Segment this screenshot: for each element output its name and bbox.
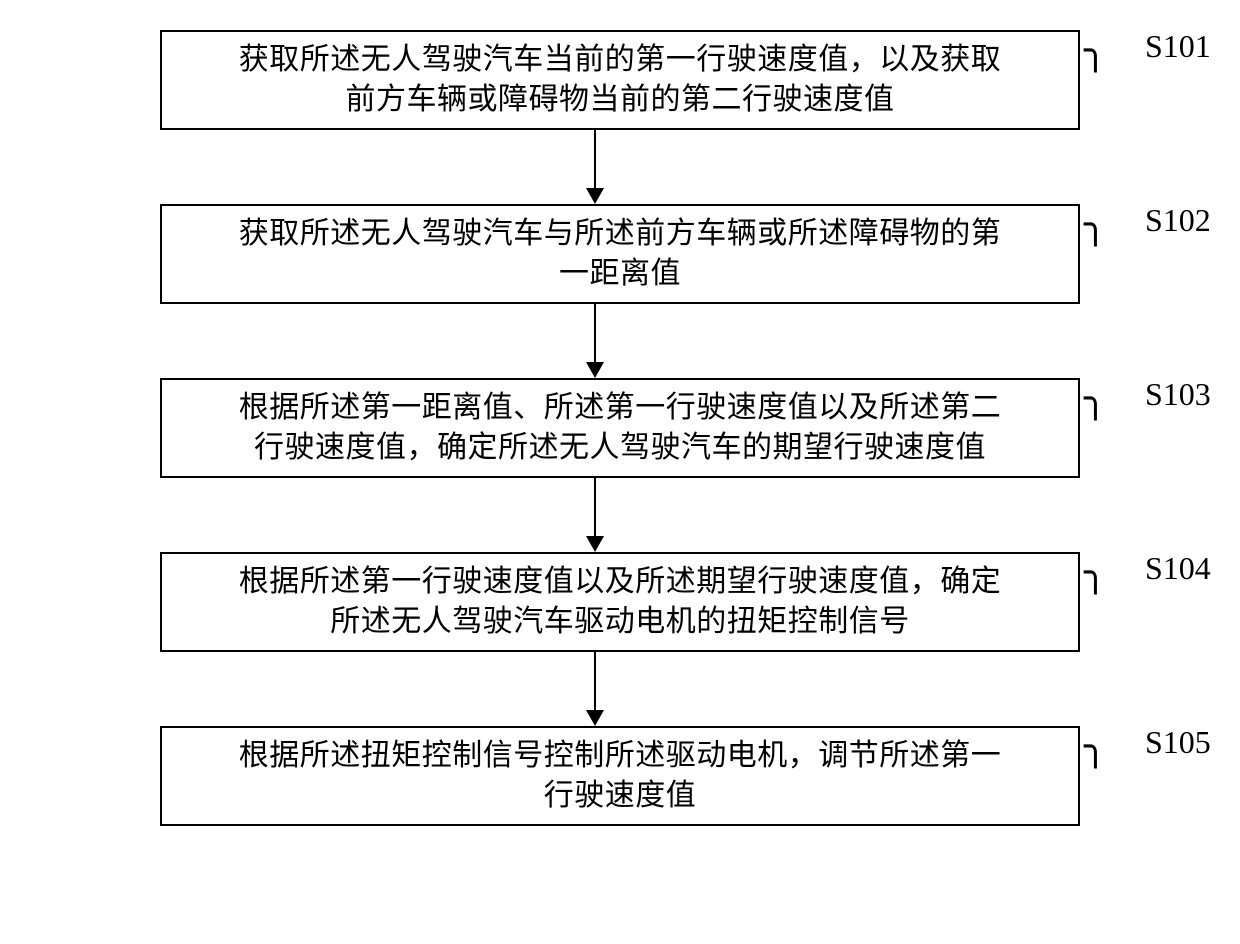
step-text: 根据所述第一距离值、所述第一行驶速度值以及所述第二 行驶速度值，确定所述无人驾驶… <box>239 388 1002 469</box>
arrow-down-icon <box>0 652 1240 726</box>
step-row: 根据所述扭矩控制信号控制所述驱动电机，调节所述第一 行驶速度值 ╮ S105 <box>0 726 1240 826</box>
step-box-s105: 根据所述扭矩控制信号控制所述驱动电机，调节所述第一 行驶速度值 <box>160 726 1080 826</box>
arrow-down-icon <box>0 304 1240 378</box>
step-label: S105 <box>1145 724 1211 761</box>
step-text: 根据所述扭矩控制信号控制所述驱动电机，调节所述第一 行驶速度值 <box>239 736 1002 817</box>
step-row: 获取所述无人驾驶汽车当前的第一行驶速度值，以及获取 前方车辆或障碍物当前的第二行… <box>0 30 1240 130</box>
step-label: S101 <box>1145 28 1211 65</box>
flowchart-canvas: 获取所述无人驾驶汽车当前的第一行驶速度值，以及获取 前方车辆或障碍物当前的第二行… <box>0 0 1240 944</box>
step-label: S102 <box>1145 202 1211 239</box>
connector-curve-icon: ╮ <box>1084 376 1107 421</box>
connector-curve-icon: ╮ <box>1084 724 1107 769</box>
arrow-down-icon <box>0 130 1240 204</box>
step-box-s102: 获取所述无人驾驶汽车与所述前方车辆或所述障碍物的第 一距离值 <box>160 204 1080 304</box>
step-row: 获取所述无人驾驶汽车与所述前方车辆或所述障碍物的第 一距离值 ╮ S102 <box>0 204 1240 304</box>
connector-curve-icon: ╮ <box>1084 28 1107 73</box>
step-text: 根据所述第一行驶速度值以及所述期望行驶速度值，确定 所述无人驾驶汽车驱动电机的扭… <box>239 562 1002 643</box>
step-box-s104: 根据所述第一行驶速度值以及所述期望行驶速度值，确定 所述无人驾驶汽车驱动电机的扭… <box>160 552 1080 652</box>
arrow-down-icon <box>0 478 1240 552</box>
step-label: S104 <box>1145 550 1211 587</box>
connector-curve-icon: ╮ <box>1084 202 1107 247</box>
step-label: S103 <box>1145 376 1211 413</box>
step-box-s101: 获取所述无人驾驶汽车当前的第一行驶速度值，以及获取 前方车辆或障碍物当前的第二行… <box>160 30 1080 130</box>
step-row: 根据所述第一距离值、所述第一行驶速度值以及所述第二 行驶速度值，确定所述无人驾驶… <box>0 378 1240 478</box>
step-text: 获取所述无人驾驶汽车与所述前方车辆或所述障碍物的第 一距离值 <box>239 214 1002 295</box>
connector-curve-icon: ╮ <box>1084 550 1107 595</box>
step-box-s103: 根据所述第一距离值、所述第一行驶速度值以及所述第二 行驶速度值，确定所述无人驾驶… <box>160 378 1080 478</box>
step-text: 获取所述无人驾驶汽车当前的第一行驶速度值，以及获取 前方车辆或障碍物当前的第二行… <box>239 40 1002 121</box>
step-row: 根据所述第一行驶速度值以及所述期望行驶速度值，确定 所述无人驾驶汽车驱动电机的扭… <box>0 552 1240 652</box>
